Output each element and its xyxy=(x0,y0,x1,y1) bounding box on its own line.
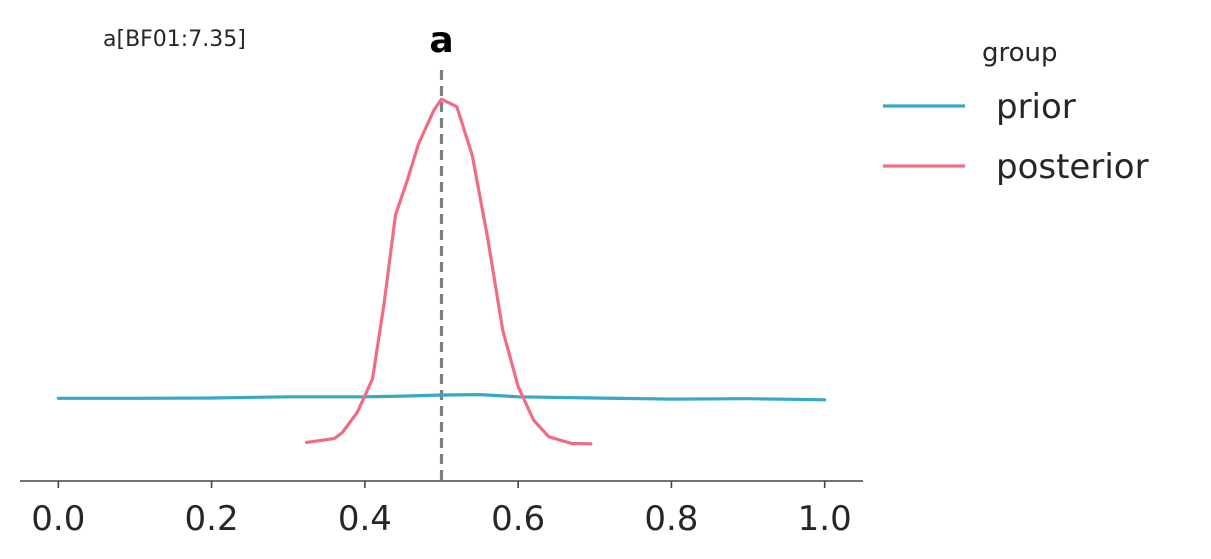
series-group xyxy=(56,97,827,446)
x-tick-label-4: 0.8 xyxy=(644,499,698,539)
legend: group prior posterior xyxy=(883,38,1149,187)
x-tick-label-2: 0.4 xyxy=(338,499,392,539)
x-tick-label-5: 1.0 xyxy=(798,499,852,539)
x-ticks-group: 0.0 0.2 0.4 0.6 0.8 1.0 xyxy=(31,481,852,539)
series-line-posterior xyxy=(305,97,593,446)
legend-title: group xyxy=(982,38,1058,68)
x-tick-label-1: 0.2 xyxy=(185,499,239,539)
x-tick-label-0: 0.0 xyxy=(31,499,85,539)
x-tick-label-3: 0.6 xyxy=(491,499,545,539)
legend-label-posterior: posterior xyxy=(996,147,1149,187)
series-line-prior xyxy=(56,393,827,402)
legend-label-prior: prior xyxy=(996,87,1076,127)
chart-title: a xyxy=(429,20,453,61)
bayes-factor-label: a[BF01:7.35] xyxy=(103,27,246,52)
